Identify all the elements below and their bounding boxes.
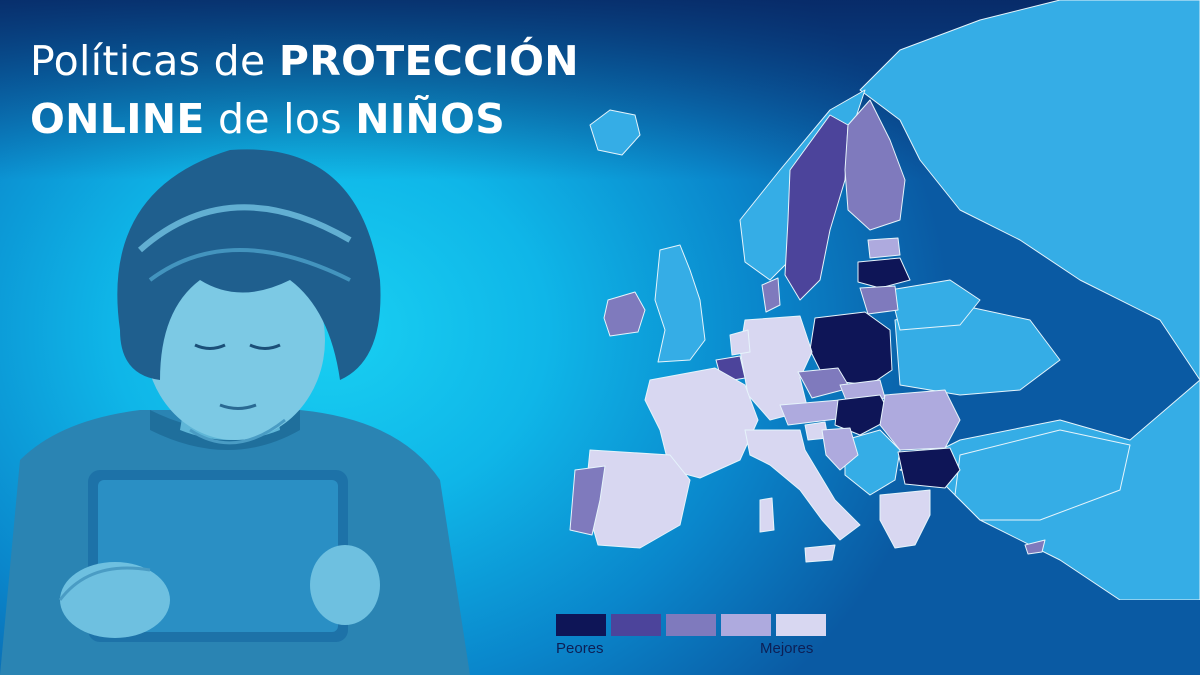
region-croatia	[821, 427, 859, 471]
legend-label-worst: Peores	[556, 640, 604, 657]
region-sardinia	[759, 497, 775, 533]
region-bulgaria	[897, 447, 961, 489]
region-estonia	[867, 237, 901, 259]
title-emphasis: NIÑOS	[355, 95, 506, 143]
legend-swatch-best	[776, 614, 826, 636]
region-lithuania	[859, 285, 899, 315]
map-legend: Peores Mejores	[556, 612, 828, 662]
legend-swatch-bad	[611, 614, 661, 636]
region-netherlands	[729, 329, 751, 356]
region-hungary	[834, 394, 893, 436]
region-cyprus	[1024, 539, 1046, 555]
region-poland	[809, 311, 893, 386]
region-denmark	[761, 277, 781, 313]
title-line-2: ONLINE de los NIÑOS	[30, 90, 579, 148]
title-text: Políticas de	[30, 37, 279, 85]
legend-label-best: Mejores	[760, 640, 814, 657]
region-portugal	[569, 465, 606, 536]
region-ireland	[603, 291, 646, 337]
legend-swatch-good	[721, 614, 771, 636]
europe-choropleth-map	[569, 0, 1200, 600]
region-belarus	[889, 279, 981, 331]
region-turkey	[954, 429, 1131, 521]
region-greece	[879, 489, 931, 549]
region-uk	[654, 244, 706, 363]
region-spain	[584, 449, 691, 549]
region-iceland	[589, 109, 641, 156]
region-finland	[844, 99, 906, 231]
legend-swatch-medium	[666, 614, 716, 636]
region-romania	[879, 389, 961, 451]
region-france	[644, 367, 759, 479]
title-line-1: Políticas de PROTECCIÓN	[30, 32, 579, 90]
title-emphasis: ONLINE	[30, 95, 205, 143]
title-text: de los	[204, 95, 356, 143]
page-title: Políticas de PROTECCIÓN ONLINE de los NI…	[30, 32, 579, 148]
child-with-tablet-photo	[0, 149, 470, 675]
region-balkans	[844, 429, 901, 496]
region-latvia	[857, 257, 911, 289]
legend-swatch-worst	[556, 614, 606, 636]
title-emphasis: PROTECCIÓN	[278, 37, 579, 85]
region-sweden	[784, 114, 849, 301]
region-sicily	[804, 544, 836, 563]
region-italy	[744, 429, 861, 541]
